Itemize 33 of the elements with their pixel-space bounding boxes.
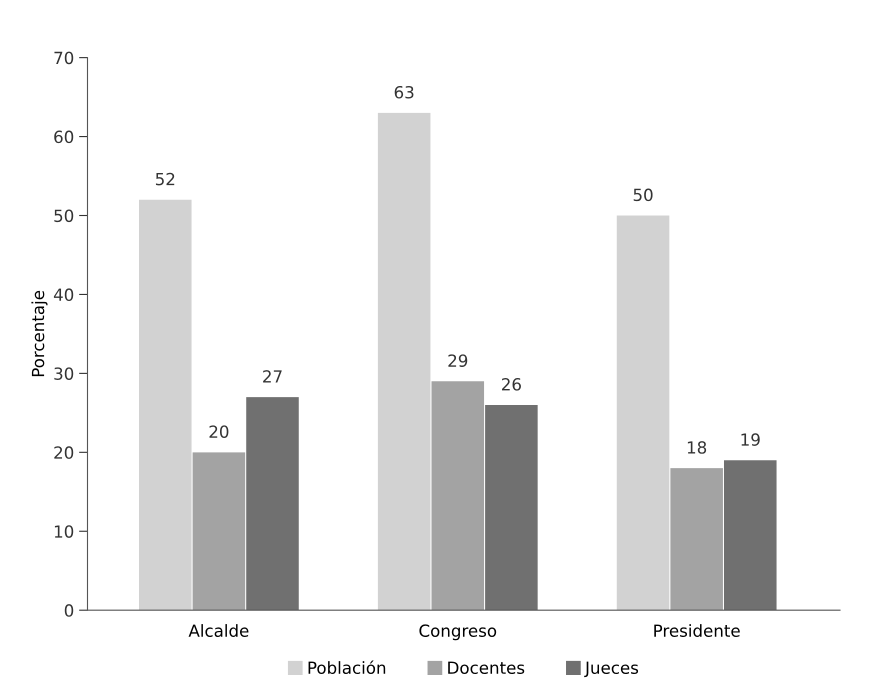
data-label: 50: [634, 188, 653, 202]
y-tick-label: 70: [54, 52, 74, 64]
y-tick-label: 50: [54, 209, 74, 222]
data-label: 63: [394, 86, 414, 99]
bar: [378, 112, 430, 610]
data-label: 20: [210, 425, 228, 438]
bar: [246, 397, 299, 610]
data-label: 29: [448, 354, 468, 367]
bar: [485, 404, 538, 610]
x-tick-label: Congreso: [419, 624, 496, 640]
legend-label: Población: [308, 660, 386, 674]
y-tick-label: 20: [54, 446, 74, 459]
data-label: 19: [742, 433, 760, 446]
data-label: 27: [263, 370, 282, 382]
legend-label: Docentes: [448, 662, 524, 674]
bar: [724, 460, 777, 610]
bar: [616, 216, 670, 610]
bar: [670, 468, 723, 610]
x-tick-label: Alcalde: [188, 624, 248, 637]
x-tick-label: Presidente: [654, 624, 740, 637]
data-label: 26: [502, 378, 521, 391]
data-label: 18: [688, 441, 706, 454]
bar: [139, 200, 192, 610]
y-tick-label: 10: [54, 525, 74, 538]
y-tick-label: 0: [64, 604, 74, 617]
bar: [432, 381, 484, 610]
y-tick-label: 30: [54, 367, 74, 380]
bar: [192, 452, 246, 610]
legend-label: Jueces: [584, 662, 638, 678]
y-axis-title: Porcentaje: [31, 290, 48, 376]
y-tick-label: 60: [54, 130, 74, 144]
y-tick-label: 40: [54, 288, 74, 302]
data-label: 52: [156, 172, 174, 186]
